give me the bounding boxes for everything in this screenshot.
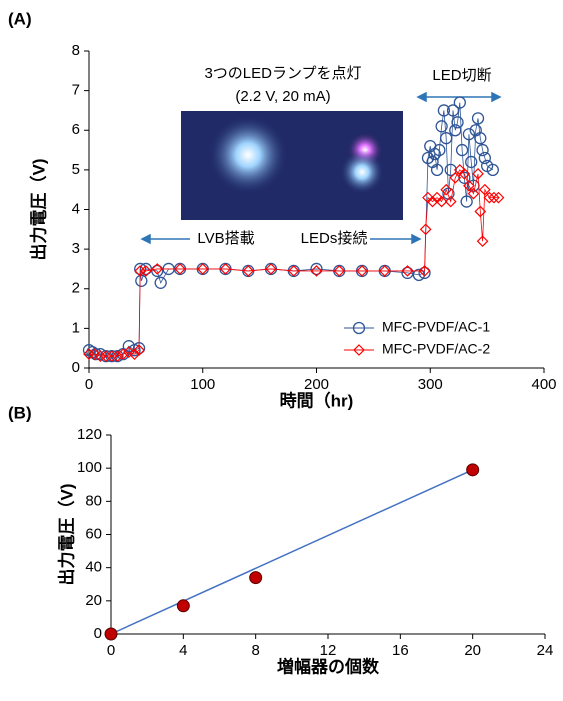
x-tick-label: 0 xyxy=(107,642,115,659)
y-tick-label: 8 xyxy=(72,42,80,59)
data-point xyxy=(177,600,189,612)
x-tick-label: 0 xyxy=(85,376,93,393)
y-axis-label: 出力電圧（V) xyxy=(28,159,48,261)
annotation: LVB搭載 xyxy=(197,230,254,247)
legend-label: MFC-PVDF/AC-2 xyxy=(382,341,490,357)
annotation: LED切断 xyxy=(432,67,491,84)
y-tick-label: 120 xyxy=(77,426,102,443)
x-tick-label: 12 xyxy=(320,642,337,659)
x-tick-label: 200 xyxy=(304,376,329,393)
y-tick-label: 0 xyxy=(72,359,80,376)
y-tick-label: 4 xyxy=(72,200,80,217)
trendline xyxy=(111,470,473,634)
data-point xyxy=(250,572,262,584)
photo-inset xyxy=(181,111,403,220)
y-axis-label: 出力電圧（V) xyxy=(56,484,76,586)
y-tick-label: 7 xyxy=(72,82,80,99)
figure: (A) (B) 3つのLEDランプを点灯 (2.2 V, 20 mA) LED切… xyxy=(0,0,563,696)
x-tick-label: 8 xyxy=(251,642,259,659)
panel-label: (A) xyxy=(8,9,32,28)
y-tick-label: 0 xyxy=(94,625,102,642)
x-tick-label: 100 xyxy=(190,376,215,393)
x-tick-label: 16 xyxy=(392,642,409,659)
y-tick-label: 5 xyxy=(72,161,80,178)
x-axis-label: 増幅器の個数 xyxy=(277,656,380,676)
annotation: (2.2 V, 20 mA) xyxy=(235,88,330,105)
y-tick-label: 20 xyxy=(85,592,102,609)
annotation: LEDs接続 xyxy=(301,230,368,247)
data-point xyxy=(467,464,479,476)
y-tick-label: 6 xyxy=(72,121,80,138)
x-tick-label: 400 xyxy=(531,376,556,393)
y-tick-label: 1 xyxy=(72,319,80,336)
x-tick-label: 20 xyxy=(464,642,481,659)
legend-label: MFC-PVDF/AC-1 xyxy=(382,319,490,335)
x-tick-label: 300 xyxy=(418,376,443,393)
x-axis-label: 時間（hr) xyxy=(280,390,354,410)
x-tick-label: 24 xyxy=(537,642,554,659)
y-tick-label: 2 xyxy=(72,280,80,297)
y-tick-label: 80 xyxy=(85,492,102,509)
y-tick-label: 3 xyxy=(72,240,80,257)
data-point xyxy=(105,628,117,640)
x-tick-label: 4 xyxy=(179,642,187,659)
y-tick-label: 40 xyxy=(85,559,102,576)
annotation: 3つのLEDランプを点灯 xyxy=(204,65,361,82)
y-tick-label: 60 xyxy=(85,525,102,542)
y-tick-label: 100 xyxy=(77,459,102,476)
panel-label: (B) xyxy=(8,403,32,422)
